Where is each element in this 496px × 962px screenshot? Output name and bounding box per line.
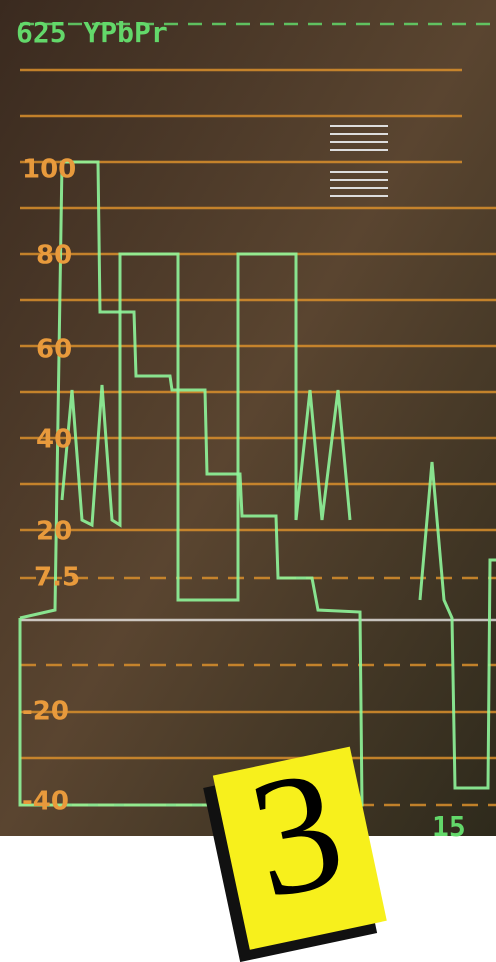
- scale-label: 80: [36, 241, 72, 271]
- page: 625 YPbPr 100 80 60 40 20 7.5 -20 -40 15…: [0, 0, 496, 962]
- scale-label: 20: [36, 517, 72, 547]
- screenshot: 625 YPbPr 100 80 60 40 20 7.5 -20 -40 15…: [0, 0, 496, 962]
- scale-label: -40: [22, 787, 69, 817]
- scale-label: 40: [36, 425, 72, 455]
- scale-label: 7.5: [34, 563, 80, 593]
- scale-label: 100: [22, 155, 76, 185]
- scale-label: 60: [36, 335, 72, 365]
- line-number: 15: [432, 810, 466, 843]
- header-title: 625 YPbPr: [16, 16, 168, 49]
- scale-label: -20: [22, 697, 69, 727]
